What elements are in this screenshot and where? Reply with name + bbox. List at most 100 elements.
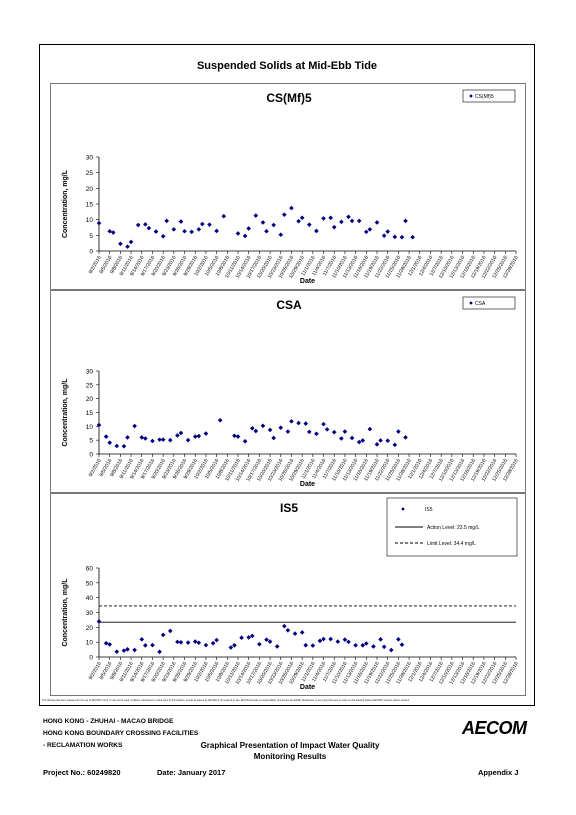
chart-title: CS(Mf)5 (266, 91, 312, 105)
data-point (374, 220, 380, 225)
data-point (339, 436, 344, 441)
chart-title: CSA (276, 298, 302, 312)
y-tick-label: 40 (86, 595, 94, 602)
data-point (217, 417, 223, 423)
data-point (246, 635, 251, 640)
y-tick-label: 20 (86, 186, 94, 193)
y-tick-label: 60 (86, 566, 94, 573)
data-point (260, 423, 266, 429)
drawing-title-line2: Monitoring Results (253, 752, 327, 761)
y-tick-label: 5 (89, 438, 93, 445)
data-point (385, 438, 390, 444)
y-tick-label: 5 (89, 233, 93, 240)
data-point (374, 442, 380, 447)
data-point (381, 233, 387, 238)
data-point (200, 221, 205, 227)
data-point (150, 642, 155, 648)
data-point (324, 427, 330, 432)
data-point (207, 222, 212, 227)
data-point (289, 205, 294, 211)
data-point (153, 229, 159, 234)
data-point (103, 434, 109, 439)
y-tick-label: 20 (86, 625, 94, 632)
data-point (232, 642, 237, 648)
data-point (242, 233, 248, 239)
data-point (403, 435, 408, 440)
data-point (171, 227, 177, 232)
data-point (321, 216, 326, 221)
data-point (160, 632, 166, 638)
data-point (378, 438, 383, 443)
data-point (175, 433, 180, 438)
data-point (388, 647, 394, 653)
data-point (321, 421, 326, 427)
data-point (114, 443, 120, 449)
data-point (328, 215, 333, 221)
data-point (185, 640, 191, 645)
y-tick-label: 15 (86, 410, 94, 417)
data-point (371, 644, 376, 649)
data-point (342, 637, 348, 642)
y-tick-label: 15 (86, 202, 94, 209)
data-point (349, 218, 355, 224)
data-point (321, 636, 326, 642)
data-point (214, 228, 219, 234)
data-point (264, 228, 269, 234)
data-point (214, 637, 219, 643)
data-point (160, 233, 166, 239)
y-tick-label: 0 (89, 655, 93, 662)
legend-label: IS5 (425, 507, 433, 513)
data-point (107, 228, 112, 234)
y-axis-label: Concentration, mg/L (62, 378, 69, 447)
data-point (203, 431, 209, 436)
data-point (96, 220, 102, 226)
data-point (253, 213, 259, 218)
data-point (392, 234, 398, 240)
data-point (296, 218, 301, 224)
data-point (314, 431, 319, 437)
drawing-frame: Suspended Solids at Mid-Ebb Tide CS(Mf)5… (39, 44, 535, 706)
data-point (125, 435, 130, 440)
data-point (242, 438, 248, 444)
data-point (167, 437, 173, 443)
data-point (150, 438, 155, 444)
legend-label: Limit Level: 34.4 mg/L (427, 541, 476, 547)
data-point (360, 642, 366, 648)
data-point (410, 234, 415, 240)
x-axis-label: Date (300, 684, 315, 691)
chart-panel-is5: IS5 0 10 20 30 40 50 60 Concentration, mg/L 9/2/2… (50, 493, 526, 696)
y-tick-label: 10 (86, 217, 94, 224)
y-axis-label: Concentration, mg/L (62, 169, 69, 238)
y-tick-label: 30 (86, 369, 94, 376)
y-tick-label: 0 (89, 249, 93, 256)
data-point (264, 637, 269, 642)
data-point (314, 228, 319, 234)
chart-panel-csa: CSA 0 5 10 15 20 25 30 Concentration, mg/L 9/2/20… (50, 290, 526, 493)
data-point (246, 226, 251, 231)
data-point (399, 642, 405, 647)
legend-marker (401, 507, 405, 511)
data-point (399, 234, 405, 240)
data-point (299, 630, 305, 635)
data-point (396, 429, 401, 434)
data-point (167, 628, 173, 634)
data-point (364, 641, 369, 646)
data-point (339, 219, 344, 225)
data-point (285, 429, 291, 434)
data-point (143, 436, 148, 441)
data-point (125, 646, 130, 652)
data-point (114, 649, 120, 654)
data-point (289, 419, 294, 424)
data-point (178, 640, 184, 645)
project-title-line3: - RECLAMATION WORKS (43, 742, 123, 749)
aecom-logo: AECOM (462, 718, 527, 738)
data-point (164, 218, 170, 224)
data-point (310, 643, 316, 648)
data-point (160, 437, 166, 442)
data-point (175, 639, 180, 645)
data-point (349, 435, 355, 441)
page-title: Suspended Solids at Mid-Ebb Tide (196, 60, 378, 72)
x-axis-label: Date (300, 481, 315, 488)
y-tick-label: 20 (86, 396, 94, 403)
